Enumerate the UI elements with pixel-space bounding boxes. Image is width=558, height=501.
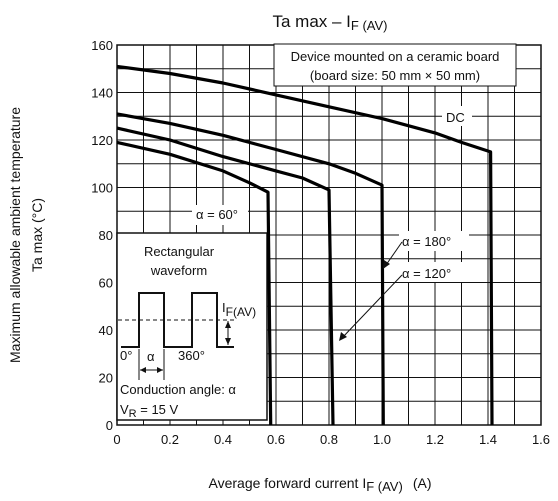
device-note-box: [273, 43, 517, 87]
y-tick-label: 100: [91, 181, 113, 196]
vr-label: VR = 15 V: [120, 402, 179, 420]
y-tick-label: 140: [91, 86, 113, 101]
x-tick-label: 0.6: [267, 432, 285, 447]
device-note-line1: Device mounted on a ceramic board: [291, 49, 500, 64]
alpha60-label-bg: [192, 205, 248, 225]
x-tick-label: 1.4: [479, 432, 497, 447]
inset-title-line1: Rectangular: [144, 244, 215, 259]
inset-title-line2: waveform: [150, 263, 207, 278]
series-label-alpha-180: α = 180°: [402, 234, 451, 249]
x-tick-label: 0.4: [214, 432, 232, 447]
y-tick-label: 20: [99, 371, 113, 386]
series-line-dc: [116, 64, 494, 426]
x-tick-label: 1.6: [532, 432, 550, 447]
x-tick-label: 1.0: [373, 432, 391, 447]
series-lines: [116, 64, 494, 426]
dc-label-bg: [442, 106, 472, 126]
x-tick-label: 0: [113, 432, 120, 447]
alpha-arrow-left: [140, 367, 146, 373]
series-line-alpha-60: [116, 140, 273, 426]
x-tick-label: 1.2: [426, 432, 444, 447]
series-line-alpha-180: [116, 112, 385, 426]
alpha180-label-bg: [399, 231, 469, 251]
series-line-alpha-120: [116, 126, 335, 426]
if-arrow-head-up: [225, 321, 231, 328]
x-axis-ticks: 0 0.2 0.4 0.6 0.8 1.0 1.2 1.4 1.6: [113, 432, 550, 447]
alpha-arrow-right: [157, 367, 163, 373]
x-axis-label: Average forward current IF (AV) (A): [209, 475, 432, 494]
y-tick-label: 0: [106, 418, 113, 433]
y-tick-label: 160: [91, 38, 113, 53]
inset-if-label: IF(AV): [222, 300, 256, 319]
alpha180-leader-head: [383, 260, 390, 269]
alpha120-label-bg: [399, 262, 469, 282]
device-note-line2: (board size: 50 mm × 50 mm): [310, 68, 480, 83]
x-tick-label: 0.2: [161, 432, 179, 447]
alpha120-leader: [341, 274, 403, 339]
series-label-alpha-120: α = 120°: [402, 266, 451, 281]
y-tick-label: 60: [99, 276, 113, 291]
conduction-angle-label: Conduction angle: α: [120, 382, 236, 397]
y-axis-label: Maximum allowable ambient temperature Ta…: [7, 107, 45, 363]
chart-title: Ta max – IF (AV): [272, 12, 387, 33]
y-tick-label: 40: [99, 323, 113, 338]
y-tick-label: 120: [91, 133, 113, 148]
series-label-alpha-60: α = 60°: [196, 207, 238, 222]
series-label-dc: DC: [446, 110, 465, 125]
alpha180-leader: [385, 241, 403, 266]
x-tick-label: 0.8: [320, 432, 338, 447]
alpha120-leader-head: [339, 332, 347, 341]
inset-alpha: α: [147, 349, 155, 364]
inset-360-deg: 360°: [178, 348, 205, 363]
inset-zero-deg: 0°: [120, 348, 132, 363]
y-axis-ticks: 0 20 40 60 80 100 120 140 160: [91, 38, 113, 433]
y-tick-label: 80: [99, 228, 113, 243]
y-axis-label-line1: Maximum allowable ambient temperature: [7, 107, 23, 363]
if-arrow-head-down: [225, 338, 231, 345]
y-axis-label-line2: Ta max (°C): [29, 198, 45, 272]
